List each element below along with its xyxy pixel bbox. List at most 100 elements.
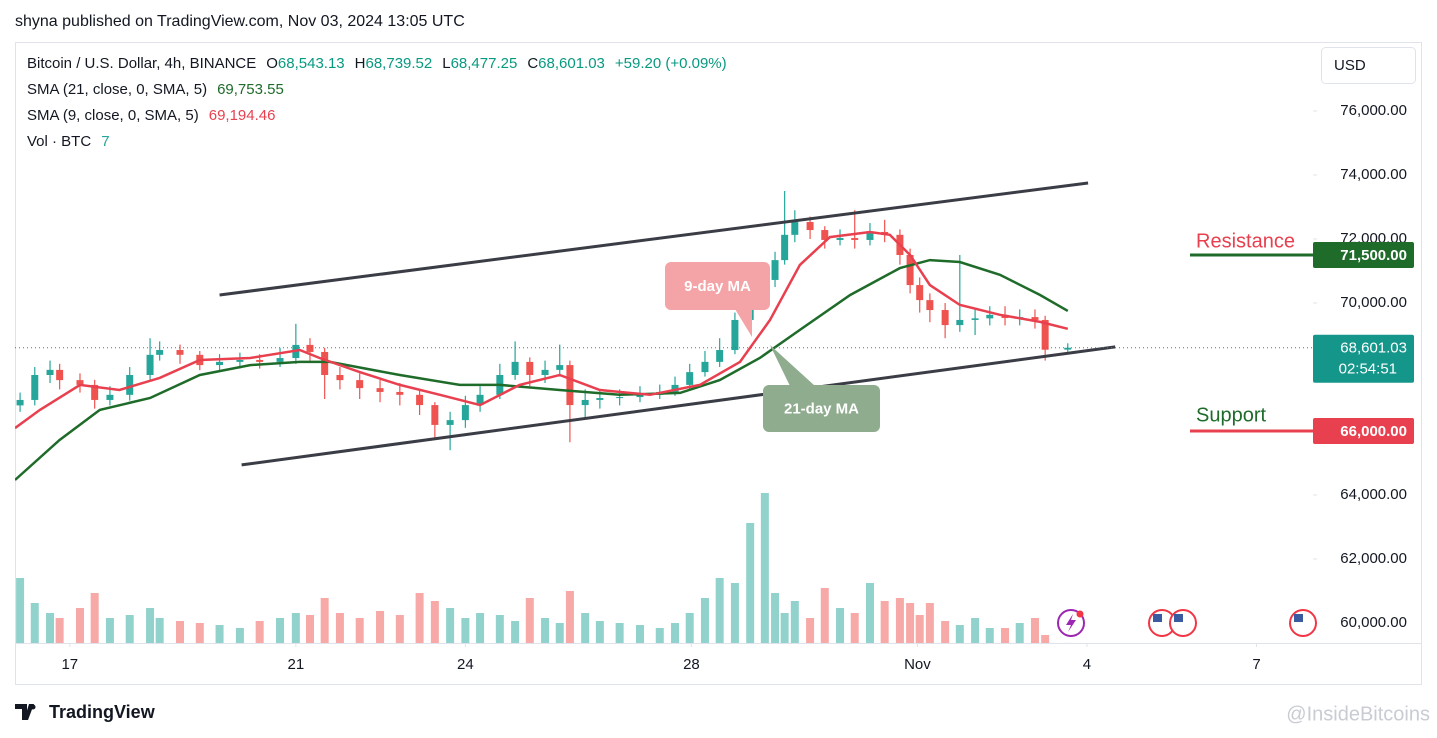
ohlc-key: L [442,55,450,72]
y-tick-label: 74,000.00 [1340,166,1407,183]
symbol: Bitcoin / U.S. Dollar, 4h, BINANCE [27,55,256,72]
volume-bar [476,613,485,643]
candle-body [671,384,679,392]
volume-bar [925,603,934,643]
volume-bar [235,628,244,643]
volume-bar [595,621,604,643]
candle-body [446,420,454,425]
candle-body [616,397,624,399]
moving-average [15,258,1069,481]
watermark: @InsideBitcoins [1286,703,1430,725]
volume-bar [685,613,694,643]
volume-bar [971,618,980,643]
volume-bar [511,621,520,643]
ohlc-value: 68,543.13 [278,55,345,72]
currency[interactable]: USD [1334,57,1366,74]
candle-body [836,238,844,240]
candle-body [216,361,224,366]
volume-bar [865,583,874,643]
volume-bar [746,523,755,643]
candle-body [906,254,914,286]
moving-average [15,230,1069,430]
y-tick-label: 60,000.00 [1340,614,1407,631]
level-box [1313,417,1414,444]
candle-body [46,369,54,375]
x-tick-label: 21 [288,656,305,673]
candle-body [971,318,979,320]
volume-bar [415,593,424,643]
brand-name: TradingView [49,702,156,722]
volume-bar [806,618,815,643]
level-label: 71,500.00 [1340,247,1407,264]
currency-button[interactable] [1321,47,1416,84]
volume-bar [655,628,664,643]
candle-body [336,374,344,381]
volume-bar [430,601,439,643]
ohlc-value: 68,477.25 [451,55,518,72]
candle-body [16,399,24,406]
candle-body [701,361,709,373]
candle-body [56,369,64,381]
volume-bar [215,625,224,643]
change: +59.20 (+0.09%) [615,55,727,72]
callout-pointer [735,309,752,337]
trend-line [241,345,1116,467]
volume-bar [1001,628,1010,643]
volume-bar [1030,618,1039,643]
y-tick-label: 62,000.00 [1340,550,1407,567]
candle-body [321,351,329,375]
volume-bar [335,613,344,643]
volume-bar [461,618,470,643]
volume-bar [820,588,829,643]
candle-body [716,350,724,362]
flag-icon[interactable] [1289,609,1317,637]
volume-bar [790,601,799,643]
volume-bar [771,593,780,643]
flag-icon[interactable] [1169,609,1197,637]
y-tick-label: 70,000.00 [1340,294,1407,311]
flag-canton [1153,614,1162,622]
legend-study: SMA (9, close, 0, SMA, 5) 69,194.46 [27,107,275,124]
candle-body [866,231,874,240]
volume-name: Vol · BTC [27,133,91,150]
volume-bar [941,621,950,643]
ohlc-key: O [266,55,278,72]
candle-body [556,365,564,370]
volume-bar [90,593,99,643]
candle-body [306,344,314,352]
candle-body [91,384,99,400]
overlay: 60,000.0062,000.0064,000.0066,000.0068,0… [61,102,1414,673]
callout-box [665,262,770,310]
volume-bar [985,628,994,643]
x-tick-label: Nov [904,656,931,673]
candle-body [956,319,964,326]
volume-bar [320,598,329,643]
level-box [1313,241,1414,268]
candle-body [781,234,789,261]
volume-bar [895,598,904,643]
volume-bar [105,618,114,643]
volume-bar [850,613,859,643]
volume-bar [880,601,889,643]
candle-body [541,369,549,375]
last-price-box [1313,334,1414,383]
volume-bar [555,623,564,643]
callout-text: 21-day MA [784,400,859,417]
brand-logo-dot [30,704,36,710]
volume-bar [780,613,789,643]
volume-bar [291,613,300,643]
y-tick-label: 64,000.00 [1340,486,1407,503]
ohlc-key: H [355,55,366,72]
ohlc-key: C [527,55,538,72]
event-icon-bolt [1066,614,1076,632]
volume-bar [541,618,550,643]
candle-body [106,394,114,400]
level-label: 66,000.00 [1340,423,1407,440]
flag-canton [1174,614,1183,622]
candle-body [276,358,284,362]
volume-bar [700,598,709,643]
candle-body [236,359,244,362]
volume-bar [1015,623,1024,643]
callout-box [763,385,880,432]
volume-bar [671,623,680,643]
